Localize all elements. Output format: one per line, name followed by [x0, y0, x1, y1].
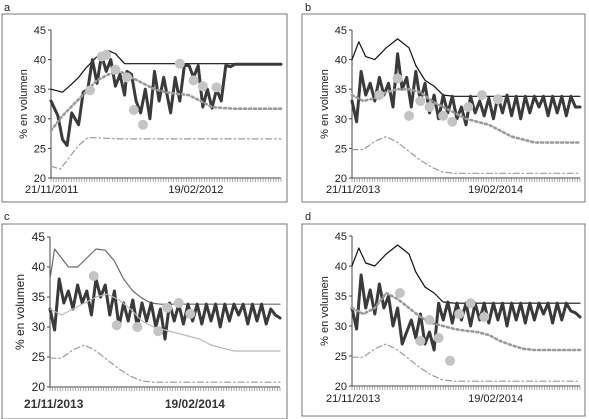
y-tick-label: 25 [335, 143, 347, 155]
panel-label: b [305, 2, 311, 14]
data-point [433, 333, 444, 343]
data-point [88, 271, 99, 281]
data-point [188, 75, 199, 86]
data-point [438, 110, 449, 121]
x-tick-label: 19/02/2014 [468, 184, 523, 196]
x-tick-label: 21/11/2013 [326, 393, 380, 405]
data-point [447, 116, 458, 127]
panel-a: a 20 25 30 35 40 45 21/11/2011 19/02/2012 % en vo… [1, 2, 288, 203]
x-tick-label: 21/11/2011 [25, 184, 78, 196]
y-tick-label: 30 [335, 321, 347, 333]
y-tick-label: 35 [34, 84, 46, 96]
series-line-dashdot-gray [49, 344, 281, 383]
x-tick-label: 19/02/2012 [168, 184, 223, 196]
data-point [173, 298, 184, 308]
data-point [211, 82, 222, 93]
y-axis-label: % en volumen [18, 69, 30, 139]
panel-label: d [305, 211, 311, 223]
panel-label: a [4, 2, 11, 14]
panel-c: c 20 25 30 35 40 45 21/11/2013 19/02/2014 % en vo… [1, 211, 288, 419]
data-point [424, 315, 435, 325]
x-tick-label: 19/02/2014 [468, 393, 523, 405]
data-point [162, 302, 173, 313]
data-point [445, 355, 456, 366]
y-tick-label: 35 [32, 290, 46, 304]
data-point [110, 64, 121, 75]
y-tick-label: 30 [32, 320, 46, 334]
y-axis-label: % en volumen [319, 69, 331, 139]
data-point [392, 73, 403, 84]
data-point [153, 326, 164, 337]
y-tick-label: 40 [335, 261, 347, 273]
data-point [465, 298, 476, 309]
series-line-dotted-gray [350, 291, 582, 352]
data-point [476, 90, 487, 101]
data-point [463, 101, 474, 112]
data-point [404, 110, 414, 121]
data-point [138, 119, 148, 130]
y-tick-label: 25 [335, 351, 347, 363]
series-line-dashdot-gray [50, 137, 282, 170]
data-point [185, 308, 196, 319]
y-tick-label: 35 [335, 84, 347, 96]
series-line-dashdot-gray [351, 136, 581, 174]
series-line-thin-lightgray [49, 293, 281, 352]
panel-frame [1, 223, 288, 419]
x-tick-label: 19/02/2014 [165, 397, 225, 411]
data-point [128, 104, 139, 115]
y-tick-label: 45 [32, 230, 46, 244]
x-tick-label: 21/11/2013 [326, 184, 380, 196]
data-point [394, 288, 405, 298]
panel-b: b 20 25 30 35 40 45 21/11/2013 19/02/2014 % en vo… [301, 2, 586, 203]
data-point [374, 90, 385, 101]
y-tick-label: 20 [34, 173, 46, 185]
y-tick-label: 40 [32, 260, 46, 274]
series-line-thick-dark [350, 273, 582, 352]
panel-frame [301, 223, 586, 417]
y-tick-label: 45 [34, 25, 46, 37]
y-tick-label: 35 [335, 291, 347, 303]
y-axis-label: % en volumen [319, 276, 331, 346]
y-tick-label: 45 [335, 231, 347, 243]
y-tick-label: 25 [34, 143, 46, 155]
data-point [454, 309, 465, 319]
series-line-thick-dark [49, 53, 283, 147]
data-point [121, 72, 132, 83]
data-point [424, 101, 435, 112]
y-tick-label: 30 [34, 114, 46, 126]
x-tick-label: 21/11/2013 [24, 397, 84, 411]
data-point [174, 58, 185, 69]
panel-frame [301, 13, 586, 203]
y-axis-label: % en volumen [13, 274, 27, 350]
data-point [479, 312, 490, 322]
y-tick-label: 20 [32, 380, 46, 394]
data-point [415, 96, 426, 107]
y-tick-label: 20 [335, 173, 347, 185]
data-point [132, 322, 143, 332]
series-line-thin-black [351, 244, 581, 304]
y-tick-label: 30 [335, 114, 347, 126]
series-line-thick-dark [48, 277, 282, 341]
series-line-dashdot-gray [351, 343, 581, 382]
series-line-thin-black [50, 50, 282, 93]
series-line-dotted-gray [49, 70, 283, 132]
series-line-thick-dark [350, 52, 582, 127]
data-point [415, 336, 426, 346]
y-tick-label: 20 [335, 381, 347, 393]
y-tick-label: 25 [32, 350, 46, 364]
y-tick-label: 40 [335, 55, 347, 67]
data-point [111, 320, 122, 331]
data-point [197, 81, 208, 92]
data-point [85, 85, 96, 96]
y-tick-label: 45 [335, 25, 347, 37]
panel-frame [1, 13, 288, 203]
series-line-dotted-gray [350, 87, 582, 144]
series-line-thin-gray [49, 248, 281, 305]
y-tick-label: 40 [34, 55, 46, 67]
panel-d: d 20 25 30 35 40 45 21/11/2013 19/02/2014 % en vo… [301, 211, 586, 417]
data-point [492, 94, 503, 105]
panel-label: c [4, 211, 10, 223]
data-point [101, 49, 112, 60]
